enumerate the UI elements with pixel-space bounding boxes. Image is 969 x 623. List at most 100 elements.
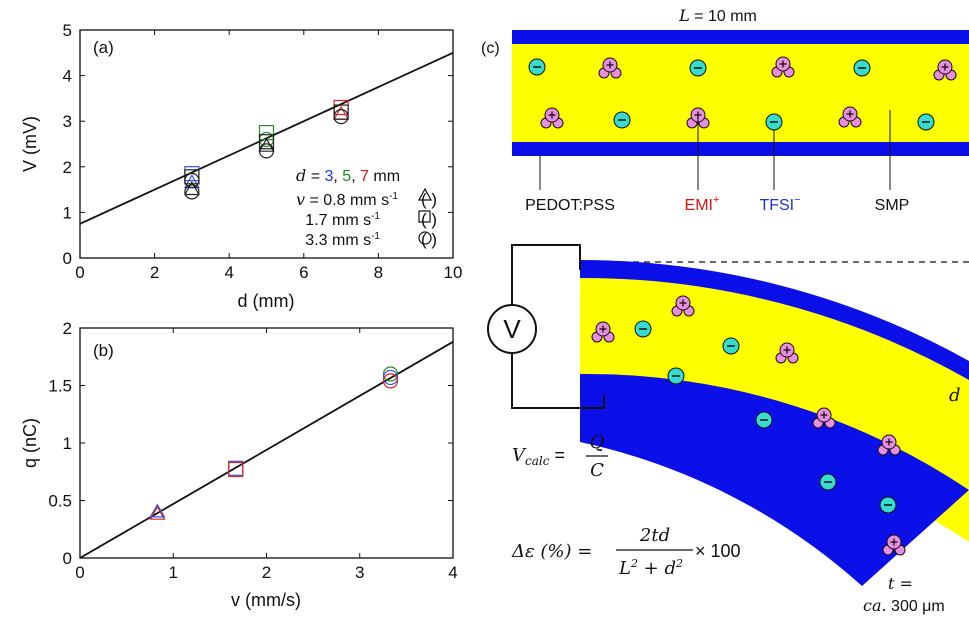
legend-d-sep: ,: [351, 168, 360, 185]
y-tick-label: 0: [63, 549, 72, 568]
legend-v-label-2: 1.7 mm s: [305, 212, 371, 229]
chart-b: (b) 0 0.5 1 1.5 2 0 1 2 3 4 v (mm/s) q (nC): [20, 319, 458, 610]
thickness-label-1: t =: [888, 574, 913, 593]
plot-frame-a: [79, 29, 454, 259]
panel-label-b: (b): [93, 341, 114, 360]
legend-circle-marker: [418, 231, 432, 245]
label-emi-text: EMI: [685, 197, 713, 214]
y-tick-labels-a: 0 1 2 3 4 5: [63, 21, 72, 268]
y-tick-label: 3: [63, 112, 72, 131]
legend-d-line: d = 3, 5, 7 mm: [296, 166, 400, 185]
y-tick-label: 0.5: [48, 492, 72, 511]
y-axis-label-b: q (nC): [20, 418, 40, 468]
polymer-layer: [512, 44, 969, 142]
x-tick-label: 4: [448, 563, 457, 582]
legend-v-label-3: 3.3 mm s: [305, 232, 371, 249]
length-value: = 10 mm: [690, 8, 757, 25]
fit-line: [79, 341, 454, 559]
y-tick-label: 4: [63, 67, 72, 86]
data-point-triangle: [183, 181, 200, 196]
x-tick-label: 2: [150, 263, 159, 282]
legend-v-line-3: 3.3 mm s-1: [305, 231, 380, 249]
bent-ions: [591, 295, 906, 556]
bottom-electrode-layer: [512, 142, 969, 156]
thickness-ca: ca.: [863, 596, 887, 615]
bend-distance-label: d: [949, 385, 961, 406]
data-point-circle: [382, 373, 399, 389]
y-tick-label: 2: [63, 158, 72, 177]
x-tick-label: 8: [374, 263, 383, 282]
data-point-triangle: [149, 503, 166, 518]
data-point-triangle: [333, 105, 350, 120]
label-emi-sup: +: [713, 194, 719, 206]
label-tfsi: TFSI−: [759, 194, 800, 214]
x-tick-label: 10: [444, 263, 463, 282]
legend-d-eq: =: [306, 168, 324, 185]
data-point-square: [258, 134, 275, 150]
x-axis-label-a: d (mm): [238, 291, 295, 311]
bent-inner-electrode: [580, 373, 969, 586]
legend-v-line-2: 1.7 mm s-1: [305, 211, 380, 229]
chart-a: (a) 0 1 2 3 4 5 0 2 4 6 8 10 d (mm) V (mV) d = 3, …: [20, 21, 462, 311]
legend-v-line-1: v = 0.8 mm s-1: [296, 190, 398, 209]
data-point-square: [228, 461, 244, 478]
panel-label-a: (a): [93, 38, 114, 57]
vcalc-sub: calc: [525, 454, 550, 468]
data-point-circle: [382, 369, 399, 386]
legend-v-exp-2: -1: [371, 211, 380, 222]
x-tick-label: 3: [355, 563, 364, 582]
vcalc-denominator: C: [590, 460, 604, 481]
x-tick-label: 6: [299, 263, 308, 282]
x-axis-label-b: v (mm/s): [231, 590, 301, 610]
data-point-square: [333, 104, 349, 120]
label-smp: SMP: [875, 197, 910, 214]
data-point-circle: [184, 172, 200, 189]
data-point-circle: [184, 184, 200, 200]
straight-ions: [528, 56, 957, 131]
y-tick-label: 0: [63, 249, 72, 268]
x-tick-label: 0: [75, 563, 84, 582]
y-tick-label: 5: [63, 21, 72, 40]
label-pedot-pss: PEDOT:PSS: [525, 197, 615, 214]
vcalc-eq: =: [549, 445, 565, 465]
data-point-square: [184, 169, 200, 185]
strain-den-d-sq: 2: [675, 557, 683, 570]
y-tick-label: 1.5: [48, 377, 72, 396]
voltmeter-icon: [487, 304, 537, 354]
strain-tail: × 100: [695, 541, 741, 561]
legend-d-value-5: 5: [342, 168, 351, 185]
circuit-wires: [511, 244, 605, 409]
data-point-triangle: [149, 505, 166, 520]
legend-d-value-3: 3: [324, 168, 333, 185]
thickness-value: 300 μm: [887, 598, 945, 615]
data-marks-a: [79, 29, 454, 259]
voltmeter-label: V: [503, 314, 521, 344]
legend-v-label-1: = 0.8 mm s: [305, 192, 389, 209]
plot-frame-b: [79, 327, 454, 559]
bent-outer-electrode: [580, 259, 969, 380]
data-point-circle: [258, 143, 275, 159]
strain-den-l: L: [618, 558, 631, 579]
x-tick-label: 4: [224, 263, 233, 282]
x-tick-labels-a: 0 2 4 6 8 10: [75, 263, 462, 282]
label-tfsi-sup: −: [794, 194, 800, 206]
y-tick-labels-b: 0 0.5 1 1.5 2: [48, 319, 72, 568]
x-tick-labels-b: 0 1 2 3 4: [75, 563, 457, 582]
vcalc-v: V: [512, 445, 527, 466]
legend-paren-2: ( ): [421, 210, 437, 229]
y-axis-label-a: V (mV): [20, 116, 40, 172]
legend-d-value-7: 7: [360, 168, 369, 185]
strain-denominator: L2 + d2: [618, 557, 683, 579]
legend-d-unit: mm: [369, 168, 400, 185]
x-tick-label: 2: [262, 563, 271, 582]
data-point-circle: [382, 366, 399, 382]
strain-den-l-sq: 2: [630, 557, 638, 570]
strain-den-d: + d: [638, 558, 676, 579]
data-point-circle: [333, 109, 349, 125]
label-tfsi-text: TFSI: [759, 197, 794, 214]
strain-lhs: Δε (%) =: [511, 541, 592, 562]
length-var: L: [678, 6, 690, 25]
x-tick-label: 0: [75, 263, 84, 282]
